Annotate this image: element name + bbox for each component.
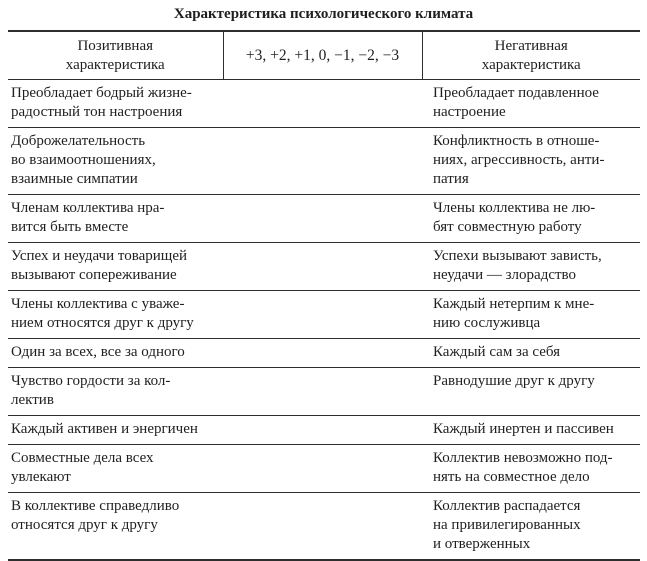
positive-cell: Члены коллектива с уваже- нием относятся… xyxy=(8,290,223,339)
table-row: Успех и неудачи товарищей вызывают сопер… xyxy=(8,242,640,291)
positive-cell: Успех и неудачи товарищей вызывают сопер… xyxy=(8,242,223,291)
negative-cell: Преобладает подавленное настроение xyxy=(422,79,640,128)
positive-cell: Каждый активен и энергичен xyxy=(8,415,223,445)
table-row: В коллективе справедливо относятся друг … xyxy=(8,492,640,561)
negative-cell: Каждый нетерпим к мне- нию сослуживца xyxy=(422,290,640,339)
scale-cell-empty xyxy=(223,127,422,195)
positive-cell: Чувство гордости за кол- лектив xyxy=(8,367,223,416)
table-row: Совместные дела всех увлекают Коллектив … xyxy=(8,444,640,493)
scale-cell-empty xyxy=(223,194,422,243)
scale-cell-empty xyxy=(223,290,422,339)
scale-cell-empty xyxy=(223,242,422,291)
negative-cell: Успехи вызывают зависть, неудачи — злора… xyxy=(422,242,640,291)
scale-cell-empty xyxy=(223,367,422,416)
scale-cell-empty xyxy=(223,338,422,368)
positive-cell: Членам коллектива нра- вится быть вместе xyxy=(8,194,223,243)
header-negative-characteristic: Негативная характеристика xyxy=(422,30,640,80)
positive-cell: Доброжелательность во взаимоотношениях, … xyxy=(8,127,223,195)
table-row: Каждый активен и энергичен Каждый инерте… xyxy=(8,415,640,445)
negative-cell: Конфликтность в отноше- ниях, агрессивно… xyxy=(422,127,640,195)
negative-cell: Каждый инертен и пассивен xyxy=(422,415,640,445)
positive-cell: Совместные дела всех увлекают xyxy=(8,444,223,493)
psychological-climate-table: Позитивная характеристика +3, +2, +1, 0,… xyxy=(8,30,640,561)
table-row: Преобладает бодрый жизне- радостный тон … xyxy=(8,79,640,128)
scale-cell-empty xyxy=(223,492,422,561)
table-row: Один за всех, все за одного Каждый сам з… xyxy=(8,338,640,368)
positive-cell: В коллективе справедливо относятся друг … xyxy=(8,492,223,561)
header-positive-characteristic: Позитивная характеристика xyxy=(8,30,223,80)
negative-cell: Каждый сам за себя xyxy=(422,338,640,368)
negative-cell: Члены коллектива не лю- бят совместную р… xyxy=(422,194,640,243)
scale-cell-empty xyxy=(223,444,422,493)
scale-cell-empty xyxy=(223,415,422,445)
header-row: Позитивная характеристика +3, +2, +1, 0,… xyxy=(8,30,640,80)
table-row: Доброжелательность во взаимоотношениях, … xyxy=(8,127,640,195)
header-rating-scale: +3, +2, +1, 0, −1, −2, −3 xyxy=(222,30,423,80)
negative-cell: Равнодушие друг к другу xyxy=(422,367,640,416)
table-row: Членам коллектива нра- вится быть вместе… xyxy=(8,194,640,243)
positive-cell: Один за всех, все за одного xyxy=(8,338,223,368)
table-row: Чувство гордости за кол- лектив Равнодуш… xyxy=(8,367,640,416)
negative-cell: Коллектив невозможно под- нять на совмес… xyxy=(422,444,640,493)
positive-cell: Преобладает бодрый жизне- радостный тон … xyxy=(8,79,223,128)
scale-cell-empty xyxy=(223,79,422,128)
table-title: Характеристика психологического климата xyxy=(173,6,474,22)
negative-cell: Коллектив распадается на привилегированн… xyxy=(422,492,640,561)
table-row: Члены коллектива с уваже- нием относятся… xyxy=(8,290,640,339)
